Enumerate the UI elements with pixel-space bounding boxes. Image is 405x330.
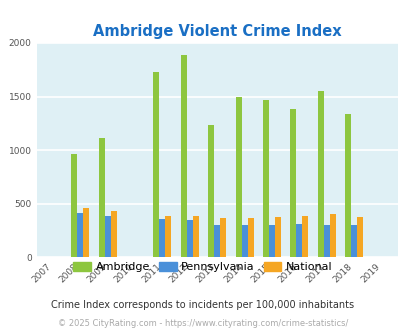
Bar [71,154,77,257]
Bar [77,213,83,257]
Bar [344,114,350,257]
Legend: Ambridge, Pennsylvania, National: Ambridge, Pennsylvania, National [69,257,336,277]
Title: Ambridge Violent Crime Index: Ambridge Violent Crime Index [93,24,341,39]
Bar [98,138,104,257]
Bar [165,216,171,257]
Bar [268,225,274,257]
Bar [323,225,329,257]
Bar [241,225,247,257]
Bar [220,218,226,257]
Text: © 2025 CityRating.com - https://www.cityrating.com/crime-statistics/: © 2025 CityRating.com - https://www.city… [58,319,347,328]
Bar [247,218,253,257]
Bar [235,96,241,257]
Bar [83,208,89,257]
Bar [111,211,117,257]
Bar [329,214,335,257]
Bar [274,217,280,257]
Bar [317,91,323,257]
Bar [262,100,268,257]
Bar [214,225,220,257]
Bar [290,109,296,257]
Bar [159,219,165,257]
Bar [208,125,214,257]
Bar [350,225,356,257]
Bar [153,72,159,257]
Bar [302,215,308,257]
Bar [104,216,111,257]
Bar [180,55,186,257]
Bar [186,220,192,257]
Text: Crime Index corresponds to incidents per 100,000 inhabitants: Crime Index corresponds to incidents per… [51,300,354,310]
Bar [192,216,198,257]
Bar [356,217,362,257]
Bar [296,224,302,257]
